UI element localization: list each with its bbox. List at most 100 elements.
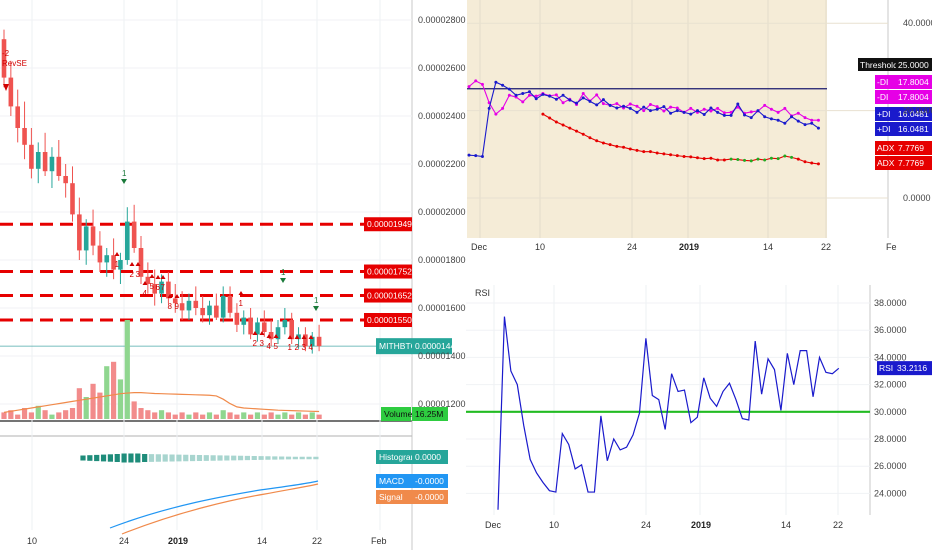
rsi-value-tag <box>895 361 932 376</box>
td-down-arrow <box>266 334 272 338</box>
dmi-tag <box>875 75 896 89</box>
rsi-tick-label: 36.0000 <box>874 325 907 335</box>
dmi-point <box>480 82 484 86</box>
histogram-bar <box>135 453 141 463</box>
dmi-point <box>763 158 767 162</box>
candle-body <box>241 317 247 325</box>
histogram-bar <box>292 456 298 460</box>
dmi-point <box>601 98 605 102</box>
dmi-point <box>548 94 552 98</box>
candle-body <box>56 156 62 176</box>
dmi-point <box>790 115 794 119</box>
histogram-bar <box>80 455 86 461</box>
histogram-bar <box>251 456 257 460</box>
td-down-arrow <box>149 274 155 278</box>
candle-body <box>172 298 178 304</box>
volume-bar <box>172 414 178 419</box>
dmi-point <box>716 158 720 162</box>
histogram-bar <box>237 455 244 461</box>
indicator-label-tag <box>376 474 412 488</box>
volume-bar <box>254 412 261 419</box>
dmi-point <box>749 159 753 163</box>
candle-body <box>15 106 20 128</box>
signal-label: RevSE <box>2 59 27 68</box>
dmi-point <box>769 107 773 111</box>
rsi-title: RSI <box>475 288 490 298</box>
candle-body <box>227 296 233 313</box>
indicator-value: -0.0000 <box>415 476 444 486</box>
macd-line <box>109 480 319 529</box>
dmi-point <box>702 157 706 161</box>
histogram-bar <box>155 454 161 462</box>
histogram-bar <box>114 454 120 462</box>
dmi-point <box>514 93 518 97</box>
dmi-tag-value: 16.0481 <box>898 109 929 119</box>
volume-bar <box>200 414 206 419</box>
dmi-point <box>534 97 538 101</box>
dmi-point <box>655 107 659 111</box>
dmi-tag-value-box <box>896 90 932 104</box>
histogram-bar <box>107 454 113 462</box>
candle-body <box>90 226 96 246</box>
candle-body <box>70 183 75 215</box>
volume-bar <box>90 383 96 419</box>
candle-body <box>83 226 89 251</box>
indicator-value: 0.0000 <box>415 452 441 462</box>
candle-body <box>118 260 123 270</box>
rsi-tick-label: 38.0000 <box>874 298 907 308</box>
td-down-arrow <box>252 331 258 335</box>
volume-bar <box>1 412 7 419</box>
dmi-point <box>790 155 794 159</box>
dmi-tag-value-box <box>896 75 932 89</box>
dmi-point <box>796 119 800 123</box>
dmi-point <box>615 106 619 110</box>
candle-body <box>22 128 27 145</box>
indicator-value-tag <box>412 490 448 504</box>
rsi-time-label: 10 <box>549 520 559 530</box>
candle-body <box>35 152 41 169</box>
dmi-point <box>796 157 800 161</box>
indicator-label-tag <box>376 450 412 464</box>
dmi-point <box>756 157 760 161</box>
td-down-arrow <box>287 335 293 339</box>
td-down-label: 2 <box>130 270 135 279</box>
rsi-time-label: 24 <box>641 520 651 530</box>
rsi-line <box>497 316 840 510</box>
dmi-tag <box>875 156 896 170</box>
rsi-tick-label: 32.0000 <box>874 380 907 390</box>
dmi-point <box>816 126 820 130</box>
rsi-tick-label: 28.0000 <box>874 434 907 444</box>
volume-bar <box>83 397 89 419</box>
time-axis-label: Feb <box>371 536 387 546</box>
volume-bar <box>234 414 240 419</box>
support-level-value: 0.00001949 <box>367 219 412 229</box>
dmi-tag-value-box <box>896 141 932 155</box>
candle-body <box>207 305 212 316</box>
histogram-bar <box>128 453 134 463</box>
volume-bar <box>117 379 124 419</box>
dmi-point <box>709 109 713 113</box>
dmi-point <box>521 100 525 104</box>
td-down-arrow <box>294 335 300 339</box>
td-up-label: 1 <box>281 268 286 277</box>
dmi-tag-value: 17.8004 <box>898 77 929 87</box>
dmi-point <box>662 109 666 113</box>
dmi-point <box>474 154 478 158</box>
volume-bar <box>261 414 267 419</box>
histogram-bar <box>313 456 319 460</box>
dmi-point <box>776 157 780 161</box>
dmi-tag-name: +DI <box>877 109 890 119</box>
candle-body <box>262 322 267 332</box>
signal-label: -2 <box>2 49 10 58</box>
histogram-bar <box>272 456 278 460</box>
volume-bar <box>213 414 219 419</box>
dmi-point <box>507 87 511 91</box>
signal-line <box>121 483 319 535</box>
dmi-time-label: Fe <box>886 242 897 252</box>
volume-bar <box>241 412 247 419</box>
dmi-point <box>716 106 720 110</box>
dmi-point <box>635 104 639 108</box>
dmi-point <box>581 132 585 136</box>
dmi-point <box>662 152 666 156</box>
dmi-point <box>743 113 747 117</box>
